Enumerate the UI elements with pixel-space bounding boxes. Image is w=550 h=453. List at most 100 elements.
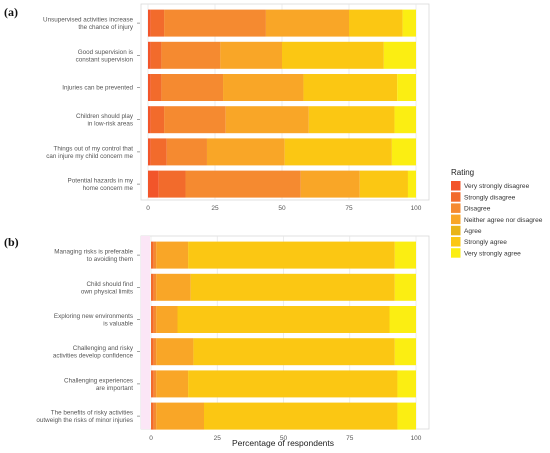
legend-swatch xyxy=(451,192,461,202)
legend-label: Disagree xyxy=(464,206,491,213)
category-label: Managing risks is preferable xyxy=(54,249,133,256)
bar-segment xyxy=(148,170,159,198)
bar-segment xyxy=(303,74,398,101)
legend-label: Very strongly agree xyxy=(464,250,521,257)
bar-segment xyxy=(156,370,189,398)
bar-segment xyxy=(308,106,395,134)
legend-label: Strongly agree xyxy=(464,239,507,246)
bar-segment xyxy=(265,9,349,37)
bar-segment xyxy=(164,106,226,134)
category-label: Unsupervised activities increase xyxy=(43,17,133,24)
panel-b-label: (b) xyxy=(4,235,19,249)
bar-segment xyxy=(193,338,395,366)
panel-a-label: (a) xyxy=(4,5,18,19)
category-label: Challenging and risky xyxy=(73,345,134,352)
category-label: Injuries can be prevented xyxy=(62,85,133,92)
bar-segment xyxy=(188,241,395,269)
category-label: to avoiding them xyxy=(87,256,133,263)
legend-swatch xyxy=(451,214,461,225)
category-label: are important xyxy=(96,385,133,392)
legend-title: Rating xyxy=(451,168,474,177)
bar-segment xyxy=(153,306,157,333)
bar-segment xyxy=(151,273,154,301)
bar-segment xyxy=(223,74,304,101)
legend-label: Strongly disagree xyxy=(464,194,516,201)
bar-segment xyxy=(156,338,194,366)
x-tick-label: 50 xyxy=(278,205,286,212)
bar-segment xyxy=(204,402,398,430)
legend-label: Agree xyxy=(464,228,482,235)
x-tick-label: 100 xyxy=(411,435,422,442)
panel-a-plot-area xyxy=(140,3,430,201)
category-label: Exploring new environments xyxy=(54,313,133,320)
bar-segment xyxy=(150,9,165,37)
bar-segment xyxy=(206,138,285,166)
x-tick-label: 50 xyxy=(280,435,288,442)
x-tick-label: 25 xyxy=(214,435,222,442)
category-label: Challenging experiences xyxy=(64,377,133,384)
bar-segment xyxy=(225,106,309,134)
bar-segment xyxy=(151,306,154,333)
bar-segment xyxy=(153,402,157,430)
category-label: Children should play xyxy=(76,113,134,120)
bar-segment xyxy=(188,370,398,398)
x-axis-title: Percentage of respondents xyxy=(232,438,334,448)
category-label: is valuable xyxy=(103,320,133,327)
bar-segment xyxy=(156,273,191,301)
legend: Rating Very strongly disagree Strongly di… xyxy=(451,168,543,258)
legend-swatch xyxy=(451,248,461,258)
bar-segment xyxy=(394,241,416,269)
category-label: Potential hazards in my xyxy=(68,178,134,185)
bar-segment xyxy=(150,106,165,134)
x-tick-label: 75 xyxy=(346,435,354,442)
category-label: Things out of my control that xyxy=(54,145,134,152)
legend-swatch xyxy=(451,237,461,247)
bar-segment xyxy=(148,106,151,134)
bar-segment xyxy=(391,138,416,166)
category-label: the chance of injury xyxy=(78,24,133,31)
category-label: own physical limits xyxy=(81,288,133,295)
category-label: outweigh the risks of minor injuries xyxy=(36,417,133,424)
bar-segment xyxy=(148,74,151,101)
bar-segment xyxy=(148,9,151,37)
bar-segment xyxy=(151,402,154,430)
category-label: in low-risk areas xyxy=(88,121,134,128)
bar-segment xyxy=(185,170,301,198)
category-label: The benefits of risky activities xyxy=(51,410,133,417)
legend-swatch xyxy=(451,181,461,191)
category-label: Child should find xyxy=(86,281,133,288)
bar-segment xyxy=(190,273,395,301)
bar-segment xyxy=(394,338,416,366)
legend-label: Very strongly disagree xyxy=(464,183,530,190)
x-tick-label: 0 xyxy=(146,205,150,212)
bar-segment xyxy=(156,402,204,430)
bar-segment xyxy=(151,338,154,366)
bar-segment xyxy=(161,41,221,69)
bar-segment xyxy=(407,170,416,198)
bar-segment xyxy=(402,9,416,37)
bar-segment xyxy=(151,241,154,269)
bar-segment xyxy=(153,241,157,269)
bar-segment xyxy=(164,9,266,37)
bar-segment xyxy=(148,138,151,166)
category-label: constant supervision xyxy=(76,56,134,63)
bar-segment xyxy=(156,306,178,333)
x-tick-label: 100 xyxy=(411,205,422,212)
bar-segment xyxy=(153,273,157,301)
bar-segment xyxy=(150,41,162,69)
bar-segment xyxy=(397,370,416,398)
bar-segment xyxy=(389,306,416,333)
bar-segment xyxy=(177,306,390,333)
bar-segment xyxy=(153,338,157,366)
bar-segment xyxy=(148,41,151,69)
x-tick-label: 0 xyxy=(149,435,153,442)
x-tick-label: 25 xyxy=(211,205,219,212)
category-label: home concern me xyxy=(83,185,134,192)
bar-segment xyxy=(150,74,162,101)
bar-segment xyxy=(166,138,207,166)
bar-segment xyxy=(156,241,189,269)
panel-a: (a) Unsupervised activities increasethe … xyxy=(4,3,430,212)
bar-segment xyxy=(161,74,224,101)
